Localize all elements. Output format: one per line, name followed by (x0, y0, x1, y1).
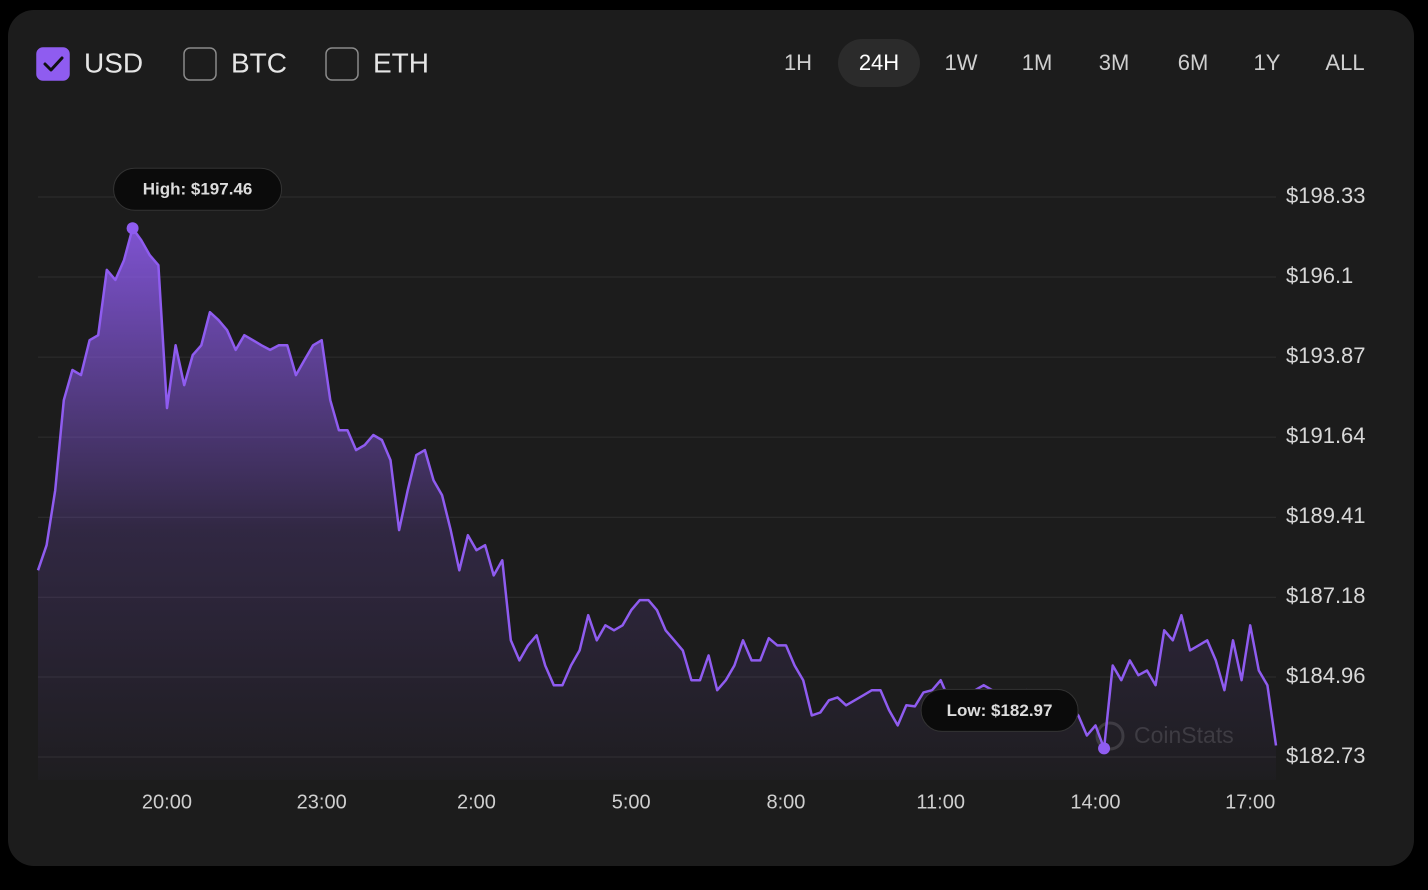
range-button[interactable]: 6M (1178, 50, 1209, 75)
range-button[interactable]: 1W (945, 50, 978, 75)
currency-label[interactable]: USD (84, 47, 143, 78)
y-tick-label: $182.73 (1286, 743, 1366, 768)
range-button[interactable]: 3M (1099, 50, 1130, 75)
checkbox[interactable] (325, 47, 359, 81)
tooltip-box (920, 688, 1079, 732)
extreme-marker (1098, 742, 1111, 755)
y-tick-label: $193.87 (1286, 343, 1366, 368)
check-mark (43, 56, 64, 72)
x-tick-label: 8:00 (766, 791, 805, 813)
y-tick-label: $184.96 (1286, 663, 1366, 688)
y-tick-label: $198.33 (1286, 183, 1366, 208)
tooltip-box (113, 167, 283, 211)
extreme-marker (126, 222, 139, 235)
checkbox[interactable] (36, 47, 70, 81)
y-tick-label: $189.41 (1286, 503, 1366, 528)
x-tick-label: 11:00 (916, 791, 965, 813)
y-tick-label: $191.64 (1286, 423, 1366, 448)
range-button[interactable]: ALL (1325, 50, 1364, 75)
x-tick-label: 20:00 (142, 791, 192, 813)
checkbox[interactable] (183, 47, 217, 81)
currency-label[interactable]: ETH (373, 47, 429, 78)
range-button[interactable]: 1Y (1254, 50, 1281, 75)
range-button[interactable]: 1H (784, 50, 812, 75)
y-tick-label: $187.18 (1286, 583, 1366, 608)
currency-label[interactable]: BTC (231, 47, 287, 78)
tooltip-label: High: $197.46 (143, 180, 253, 199)
x-tick-label: 23:00 (297, 791, 347, 813)
x-tick-label: 17:00 (1225, 791, 1275, 813)
y-tick-label: $196.1 (1286, 263, 1353, 288)
area-fill (38, 228, 1276, 780)
x-tick-label: 2:00 (457, 791, 496, 813)
range-button[interactable]: 1M (1022, 50, 1053, 75)
x-tick-label: 5:00 (612, 791, 651, 813)
tooltip-label: Low: $182.97 (947, 701, 1053, 720)
range-button[interactable]: 24H (859, 50, 899, 75)
range-selected-bg (838, 39, 920, 87)
x-tick-label: 14:00 (1070, 791, 1120, 813)
